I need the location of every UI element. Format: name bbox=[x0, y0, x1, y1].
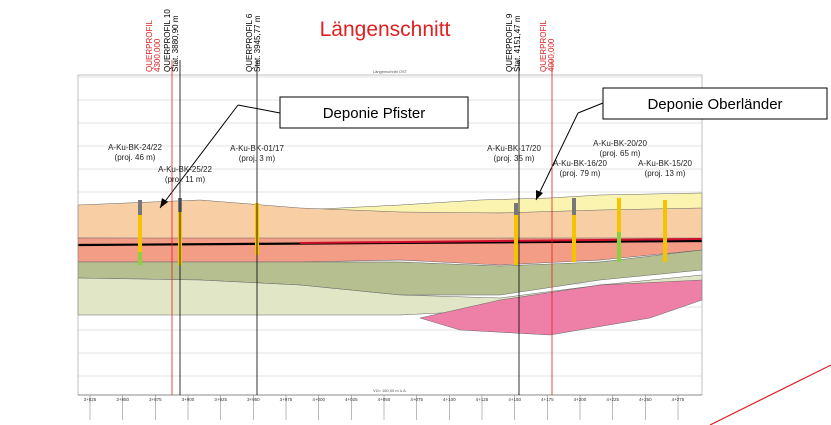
station-label: 4+075 bbox=[410, 397, 423, 402]
station-label: 4+275 bbox=[672, 397, 685, 402]
profile-station: Stat. 3880,90 m bbox=[171, 15, 180, 72]
station-label: 4+200 bbox=[574, 397, 587, 402]
profile-station: Stat. 3945,77 m bbox=[253, 15, 262, 72]
borehole-proj: (proj. 35 m) bbox=[494, 154, 535, 163]
leader bbox=[238, 105, 280, 113]
title: Längenschnitt bbox=[320, 18, 451, 41]
borehole-name: A-Ku-BK-01/17 bbox=[230, 144, 284, 153]
station-label: 3+900 bbox=[182, 397, 195, 402]
station-label: 4+000 bbox=[312, 397, 325, 402]
borehole-proj: (proj. 46 m) bbox=[115, 153, 156, 162]
datum: VÜ= 180,00 m ü.A. bbox=[373, 388, 407, 393]
station-label: 4+225 bbox=[606, 397, 619, 402]
callout: Deponie Oberländer bbox=[647, 96, 782, 113]
station-label: 3+950 bbox=[247, 397, 260, 402]
borehole-proj: (proj. 11 m) bbox=[165, 175, 206, 184]
borehole-proj: (proj. 65 m) bbox=[600, 149, 641, 158]
station-label: 4+175 bbox=[541, 397, 554, 402]
station-label: 4+025 bbox=[345, 397, 358, 402]
borehole-proj: (proj. 3 m) bbox=[239, 154, 276, 163]
station-label: 3+875 bbox=[149, 397, 162, 402]
leader bbox=[578, 103, 603, 113]
station-label: 4+250 bbox=[639, 397, 652, 402]
station-label: 4+100 bbox=[443, 397, 456, 402]
borehole-name: A-Ku-BK-17/20 bbox=[487, 144, 541, 153]
station-label: 3+975 bbox=[280, 397, 293, 402]
profile-station: 4000,000 bbox=[547, 38, 556, 72]
borehole-name: A-Ku-BK-24/22 bbox=[108, 143, 162, 152]
borehole-name: A-Ku-BK-15/20 bbox=[638, 159, 692, 168]
station-label: 4+125 bbox=[476, 397, 489, 402]
borehole-proj: (proj. 13 m) bbox=[645, 169, 686, 178]
section-diagram: Längenschnitt Längenschnitt OST VÜ= 180,… bbox=[0, 0, 831, 425]
borehole-name: A-Ku-BK-16/20 bbox=[553, 159, 607, 168]
profile-station: Stat. 4151,47 m bbox=[513, 15, 522, 72]
callout: Deponie Pfister bbox=[323, 105, 426, 122]
profile-station: 4300,000 bbox=[153, 38, 162, 72]
section-label: Längenschnitt OST bbox=[373, 69, 408, 74]
red-corner-line bbox=[710, 365, 831, 425]
station-label: 3+925 bbox=[214, 397, 227, 402]
station-label: 4+150 bbox=[508, 397, 521, 402]
station-label: 3+850 bbox=[116, 397, 129, 402]
station-label: 3+825 bbox=[84, 397, 97, 402]
borehole-proj: (proj. 79 m) bbox=[560, 169, 601, 178]
station-label: 4+050 bbox=[378, 397, 391, 402]
leader bbox=[536, 113, 578, 200]
borehole-name: A-Ku-BK-20/20 bbox=[593, 139, 647, 148]
borehole-name: A-Ku-BK-25/22 bbox=[158, 165, 212, 174]
